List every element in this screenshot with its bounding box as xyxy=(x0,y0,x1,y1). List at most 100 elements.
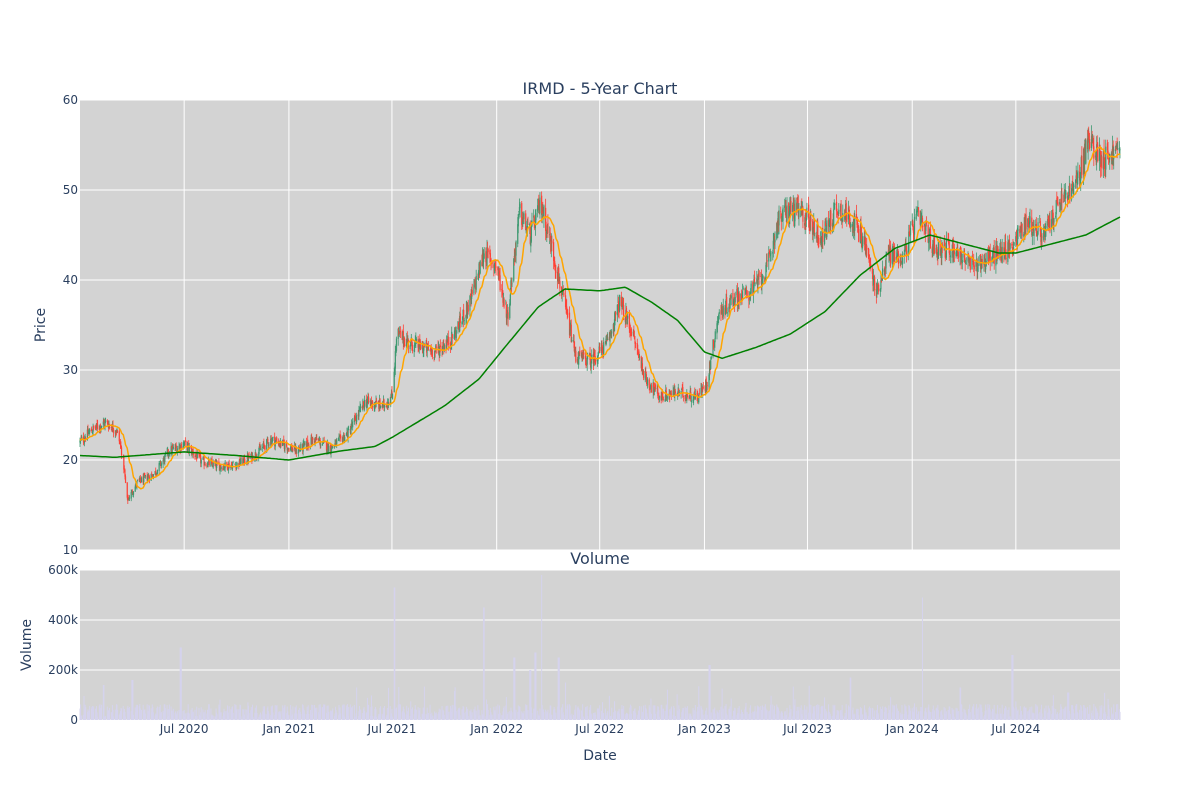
volume-bar xyxy=(642,716,644,720)
volume-bar xyxy=(514,712,516,720)
volume-bar xyxy=(1033,713,1035,720)
volume-bar xyxy=(527,710,529,720)
volume-bar xyxy=(762,706,764,720)
volume-bar xyxy=(138,705,140,720)
candle-body xyxy=(678,388,680,394)
volume-bar xyxy=(690,716,692,720)
volume-bar xyxy=(603,713,605,720)
volume-bar xyxy=(411,707,413,720)
volume-bar xyxy=(220,712,222,720)
candle-body xyxy=(665,391,667,400)
volume-bar xyxy=(793,710,795,720)
candle-body xyxy=(258,451,260,459)
volume-bar xyxy=(817,707,819,720)
candle-body xyxy=(737,304,739,307)
volume-bar xyxy=(394,587,396,720)
volume-bar xyxy=(139,708,141,720)
candle-body xyxy=(118,431,120,442)
volume-bar xyxy=(1032,713,1034,720)
volume-bar xyxy=(651,713,653,720)
candle-body xyxy=(86,429,89,440)
volume-bar xyxy=(131,680,133,720)
volume-bar xyxy=(147,711,149,720)
volume-bar xyxy=(426,707,428,720)
volume-bar xyxy=(963,708,965,720)
volume-bar xyxy=(1056,714,1058,720)
volume-bar xyxy=(258,716,260,720)
candle-body xyxy=(646,379,649,386)
volume-bar xyxy=(199,715,201,720)
volume-bar xyxy=(549,713,551,720)
volume-bar xyxy=(1067,692,1069,720)
candle-body xyxy=(1076,177,1078,185)
volume-bar xyxy=(124,711,126,720)
volume-bar xyxy=(215,708,217,720)
volume-bar xyxy=(214,716,216,720)
candle-body xyxy=(243,456,246,464)
volume-bar xyxy=(948,706,950,720)
volume-bar xyxy=(884,707,886,720)
volume-bar xyxy=(820,713,822,720)
candle-body xyxy=(629,329,632,333)
volume-bar xyxy=(610,715,612,720)
candle-body xyxy=(837,212,839,216)
candle-body xyxy=(554,261,556,268)
candle-body xyxy=(889,249,892,263)
volume-bar xyxy=(591,713,593,720)
volume-bar xyxy=(407,707,409,720)
volume-bar xyxy=(732,716,734,720)
volume-bar xyxy=(228,706,230,720)
volume-bar xyxy=(612,712,614,720)
volume-bar xyxy=(1056,712,1058,720)
candle-body xyxy=(1051,218,1053,229)
candle-body xyxy=(912,221,914,227)
volume-bar xyxy=(606,715,608,720)
volume-bar xyxy=(583,716,585,720)
volume-bar xyxy=(503,708,505,720)
volume-bar xyxy=(694,705,696,720)
volume-bar xyxy=(1017,709,1019,720)
candle-body xyxy=(415,338,417,343)
volume-bar xyxy=(618,708,620,720)
volume-bar xyxy=(768,711,770,720)
x-tick: Jul 2023 xyxy=(782,722,832,736)
volume-bar xyxy=(627,713,629,720)
candle-body xyxy=(136,480,139,481)
candle-body xyxy=(1021,223,1023,237)
candle-body xyxy=(1028,221,1031,225)
candle-body xyxy=(1092,140,1094,147)
candle-body xyxy=(749,291,752,297)
x-tick: Jul 2021 xyxy=(367,722,417,736)
volume-bar xyxy=(143,711,145,720)
candle-body xyxy=(105,420,107,423)
candle-body xyxy=(320,444,322,446)
volume-bar xyxy=(429,704,431,720)
candle-body xyxy=(287,447,289,450)
candle-body xyxy=(744,289,746,291)
volume-bar xyxy=(1116,712,1118,720)
volume-bar xyxy=(497,704,499,720)
volume-bar xyxy=(614,701,616,720)
candle-body xyxy=(830,210,832,227)
candle-body xyxy=(913,216,916,235)
volume-bar xyxy=(1059,712,1061,720)
volume-bar xyxy=(1019,706,1021,720)
volume-bar xyxy=(913,706,915,720)
candle-body xyxy=(732,293,734,305)
volume-bar xyxy=(581,712,583,720)
volume-bar xyxy=(621,705,623,720)
volume-bar xyxy=(880,709,882,720)
volume-bar xyxy=(1108,704,1110,720)
volume-bar xyxy=(592,712,594,720)
volume-bar xyxy=(697,706,699,720)
candle-body xyxy=(908,231,910,234)
volume-bar xyxy=(949,713,951,720)
candle-body xyxy=(291,445,293,451)
candle-body xyxy=(790,200,792,213)
candle-body xyxy=(1052,209,1054,219)
candle-body xyxy=(921,215,923,219)
volume-bar xyxy=(247,705,249,720)
volume-bar xyxy=(135,712,137,720)
volume-bar xyxy=(590,705,592,720)
